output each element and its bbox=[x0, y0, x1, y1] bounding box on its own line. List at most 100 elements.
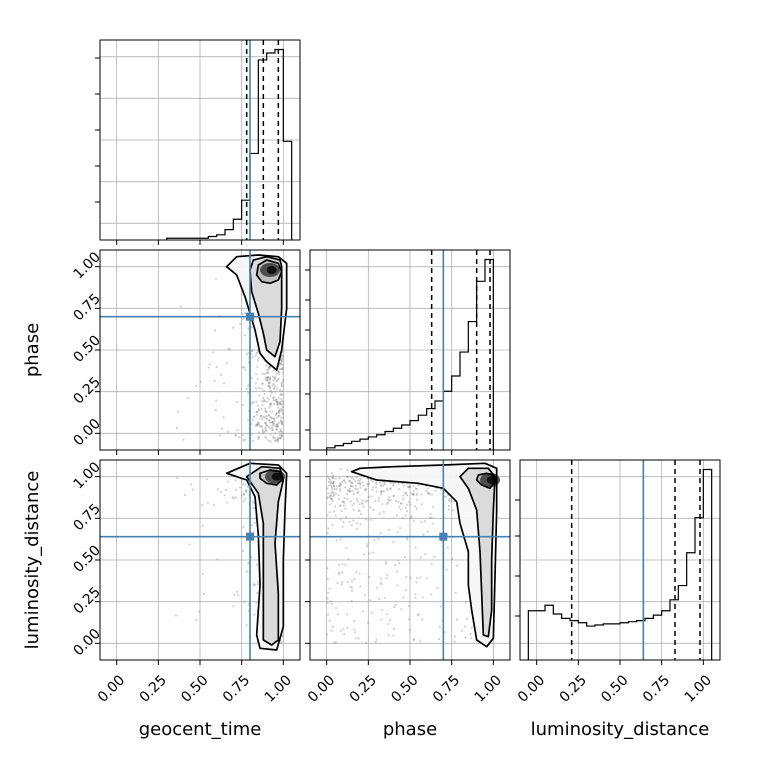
sample-point bbox=[251, 355, 254, 359]
sample-point bbox=[356, 497, 359, 501]
sample-point bbox=[338, 487, 342, 490]
sample-point bbox=[272, 399, 275, 402]
sample-point bbox=[242, 439, 245, 442]
sample-point bbox=[389, 487, 392, 490]
sample-point bbox=[350, 586, 354, 589]
sample-point bbox=[275, 412, 279, 415]
sample-point bbox=[350, 524, 353, 527]
sample-point bbox=[256, 424, 259, 427]
sample-point bbox=[343, 486, 347, 489]
sample-point bbox=[282, 401, 285, 404]
sample-point bbox=[327, 527, 330, 530]
sample-point bbox=[254, 424, 257, 427]
histogram-bar bbox=[628, 622, 636, 660]
sample-point bbox=[332, 491, 335, 495]
sample-point bbox=[412, 490, 415, 493]
sample-point bbox=[327, 476, 330, 479]
sample-point bbox=[261, 382, 264, 385]
sample-point bbox=[245, 353, 248, 356]
sample-point bbox=[343, 501, 346, 504]
sample-point bbox=[282, 378, 285, 382]
sample-point bbox=[354, 637, 358, 640]
sample-point bbox=[362, 484, 365, 487]
sample-point bbox=[335, 607, 338, 610]
sample-point bbox=[269, 366, 272, 369]
sample-point bbox=[251, 402, 254, 405]
sample-point bbox=[278, 368, 281, 371]
sample-point bbox=[352, 478, 355, 481]
sample-point bbox=[379, 481, 382, 484]
sample-point bbox=[354, 631, 357, 634]
sample-point bbox=[261, 396, 265, 399]
joint-geocent_time-luminosity_distance bbox=[100, 460, 300, 660]
sample-point bbox=[358, 509, 361, 512]
sample-point bbox=[393, 605, 396, 609]
sample-point bbox=[279, 419, 283, 422]
sample-point bbox=[261, 430, 265, 433]
sample-point bbox=[269, 433, 272, 437]
sample-point bbox=[365, 518, 368, 521]
sample-point bbox=[281, 634, 284, 637]
sample-point bbox=[201, 572, 204, 576]
histogram-bar bbox=[703, 470, 711, 660]
sample-point bbox=[355, 571, 358, 574]
sample-point bbox=[256, 580, 259, 583]
sample-point bbox=[271, 424, 274, 427]
sample-point bbox=[356, 522, 359, 525]
sample-point bbox=[273, 376, 276, 380]
sample-point bbox=[326, 601, 329, 604]
sample-point bbox=[243, 334, 246, 337]
sample-point bbox=[276, 437, 280, 440]
sample-point bbox=[201, 504, 204, 507]
sample-point bbox=[353, 628, 356, 631]
sample-point bbox=[179, 305, 182, 308]
sample-point bbox=[202, 592, 205, 595]
sample-point bbox=[233, 593, 236, 596]
sample-point bbox=[330, 491, 333, 495]
sample-point bbox=[411, 493, 414, 496]
sample-point bbox=[247, 327, 250, 330]
sample-point bbox=[394, 603, 397, 607]
sample-point bbox=[274, 375, 277, 378]
sample-point bbox=[415, 581, 418, 584]
sample-point bbox=[369, 518, 372, 521]
truth-marker bbox=[246, 312, 254, 321]
sample-point bbox=[470, 637, 473, 640]
sample-point bbox=[176, 410, 180, 413]
sample-point bbox=[341, 525, 344, 528]
sample-point bbox=[271, 421, 274, 424]
contour-line bbox=[245, 465, 285, 646]
sample-point bbox=[272, 369, 275, 372]
sample-point bbox=[260, 387, 263, 390]
sample-point bbox=[281, 411, 284, 415]
sample-point bbox=[416, 577, 419, 580]
sample-point bbox=[326, 487, 329, 490]
sample-point bbox=[331, 625, 335, 628]
sample-point bbox=[256, 423, 259, 426]
sample-point bbox=[371, 480, 374, 483]
sample-point bbox=[255, 413, 258, 416]
sample-point bbox=[384, 560, 387, 564]
sample-point bbox=[365, 482, 369, 486]
histogram-bar bbox=[612, 624, 620, 660]
sample-point bbox=[273, 422, 276, 425]
sample-point bbox=[380, 583, 383, 586]
sample-point bbox=[470, 626, 473, 629]
sample-point bbox=[331, 471, 334, 475]
sample-point bbox=[334, 492, 337, 495]
sample-point bbox=[354, 487, 357, 491]
sample-point bbox=[366, 621, 370, 624]
y-ticks bbox=[515, 499, 520, 617]
sample-point bbox=[253, 415, 256, 418]
sample-point bbox=[414, 593, 417, 596]
sample-point bbox=[394, 564, 397, 567]
sample-point bbox=[213, 379, 216, 383]
sample-point bbox=[417, 484, 420, 487]
sample-point bbox=[201, 524, 204, 527]
sample-point bbox=[331, 482, 335, 485]
sample-point bbox=[349, 481, 353, 484]
sample-point bbox=[267, 414, 271, 417]
sample-point bbox=[326, 597, 329, 600]
sample-point bbox=[379, 484, 383, 488]
sample-point bbox=[267, 368, 270, 371]
